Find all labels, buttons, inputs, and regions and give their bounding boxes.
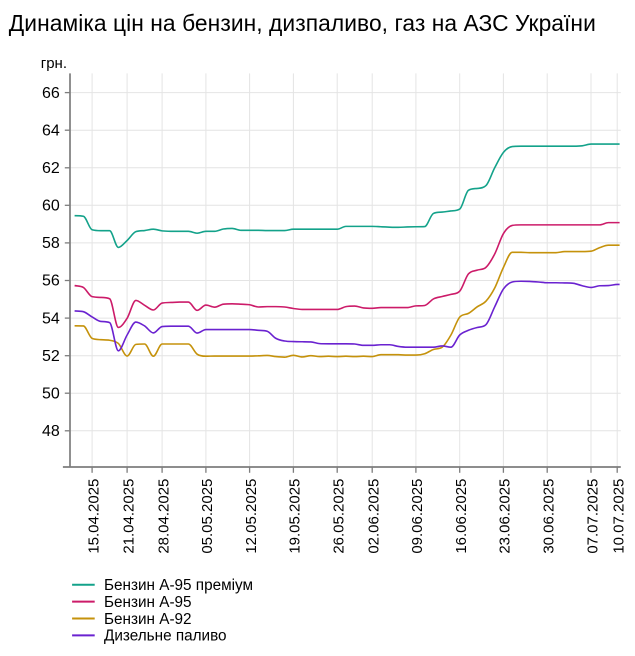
svg-text:Бензин А-92: Бензин А-92 xyxy=(104,611,192,628)
svg-text:60: 60 xyxy=(42,198,60,215)
svg-text:Бензин А-95 преміум: Бензин А-95 преміум xyxy=(104,577,253,594)
svg-text:07.07.2025: 07.07.2025 xyxy=(584,479,601,554)
svg-text:23.06.2025: 23.06.2025 xyxy=(497,479,514,554)
svg-text:52: 52 xyxy=(42,348,60,365)
svg-text:Динаміка цін на бензин, дизпал: Динаміка цін на бензин, дизпаливо, газ н… xyxy=(9,10,596,36)
svg-text:48: 48 xyxy=(42,423,60,440)
svg-text:15.04.2025: 15.04.2025 xyxy=(85,479,102,554)
svg-text:58: 58 xyxy=(42,235,60,252)
svg-text:05.05.2025: 05.05.2025 xyxy=(199,479,216,554)
svg-text:30.06.2025: 30.06.2025 xyxy=(541,479,558,554)
svg-text:26.05.2025: 26.05.2025 xyxy=(331,479,348,554)
svg-text:50: 50 xyxy=(42,385,60,402)
svg-text:10.07.2025: 10.07.2025 xyxy=(611,479,628,554)
svg-text:62: 62 xyxy=(42,160,60,177)
svg-text:21.04.2025: 21.04.2025 xyxy=(120,479,137,554)
svg-text:64: 64 xyxy=(42,122,60,139)
svg-text:12.05.2025: 12.05.2025 xyxy=(243,479,260,554)
svg-text:54: 54 xyxy=(42,310,60,327)
svg-text:66: 66 xyxy=(42,85,60,102)
svg-text:Бензин А-95: Бензин А-95 xyxy=(104,594,192,611)
svg-text:16.06.2025: 16.06.2025 xyxy=(453,479,470,554)
svg-text:19.05.2025: 19.05.2025 xyxy=(287,479,304,554)
svg-text:56: 56 xyxy=(42,273,60,290)
svg-text:09.06.2025: 09.06.2025 xyxy=(409,479,426,554)
svg-text:02.06.2025: 02.06.2025 xyxy=(366,479,383,554)
svg-text:28.04.2025: 28.04.2025 xyxy=(155,479,172,554)
svg-text:Дизельне паливо: Дизельне паливо xyxy=(104,628,227,645)
svg-text:грн.: грн. xyxy=(41,55,67,72)
